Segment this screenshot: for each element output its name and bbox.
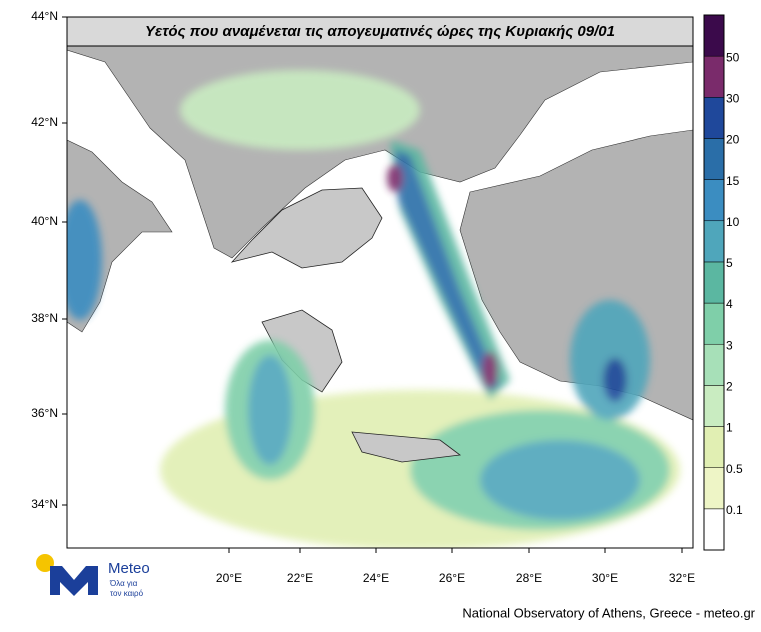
colorbar-label: 50: [726, 50, 740, 64]
x-tick-label: 24°E: [363, 571, 389, 585]
logo-tagline: τον καιρό: [110, 589, 144, 598]
axes: 20°E 22°E 24°E 26°E 28°E 30°E 32°E 44°N 42°N 40°N…: [31, 9, 695, 585]
y-tick-label: 36°N: [31, 406, 58, 420]
title-box: [66, 16, 694, 47]
colorbar: 0.1 0.5 1 2 3 4 5 10 15 20 30 50: [703, 14, 743, 551]
x-tick-label: 22°E: [287, 571, 313, 585]
colorbar-band: [703, 138, 725, 180]
colorbar-band: [703, 261, 725, 304]
y-tick-label: 40°N: [31, 214, 58, 228]
x-tick-label: 32°E: [669, 571, 695, 585]
colorbar-label: 15: [726, 174, 740, 188]
x-tick-label: 28°E: [516, 571, 542, 585]
logo-mark: [50, 566, 98, 596]
colorbar-band: [703, 14, 725, 57]
footer: National Observatory of Athens, Greece -…: [462, 605, 755, 620]
colorbar-band: [703, 220, 725, 263]
colorbar-label: 0.5: [726, 462, 743, 476]
logo-name: Meteo: [108, 560, 150, 577]
x-tick-label: 20°E: [216, 571, 242, 585]
colorbar-label: 0.1: [726, 503, 743, 517]
land-crete: [351, 431, 462, 463]
colorbar-label: 4: [726, 297, 733, 311]
y-tick-label: 44°N: [31, 9, 58, 23]
title: Υετός που αναμένεται τις απογευματινές ώ…: [145, 23, 615, 40]
land-greece: [230, 187, 383, 269]
logo-sun: [36, 554, 54, 572]
colorbar-label: 2: [726, 380, 733, 394]
y-tick-label: 42°N: [31, 115, 58, 129]
colorbar-band: [703, 97, 725, 139]
colorbar-band: [703, 467, 725, 510]
colorbar-label: 1: [726, 421, 733, 435]
y-tick-label: 38°N: [31, 311, 58, 325]
logo-tagline: Όλα για: [109, 579, 138, 588]
colorbar-band: [703, 343, 725, 386]
colorbar-band: [703, 508, 725, 551]
colorbar-label: 3: [726, 338, 733, 352]
x-tick-label: 30°E: [592, 571, 618, 585]
colorbar-band: [703, 179, 725, 222]
logo: Meteo Όλα για τον καιρό: [36, 554, 150, 598]
colorbar-band: [703, 385, 725, 427]
colorbar-label: 10: [726, 215, 740, 229]
colorbar-band: [703, 55, 725, 98]
colorbar-label: 30: [726, 91, 740, 105]
colorbar-band: [703, 302, 725, 345]
colorbar-frame: [703, 14, 725, 551]
colorbar-label: 20: [726, 133, 740, 147]
colorbar-label: 5: [726, 256, 733, 270]
map: [67, 17, 693, 548]
y-tick-label: 34°N: [31, 497, 58, 511]
colorbar-band: [703, 426, 725, 468]
precipitation: [67, 70, 680, 548]
x-tick-label: 26°E: [439, 571, 465, 585]
